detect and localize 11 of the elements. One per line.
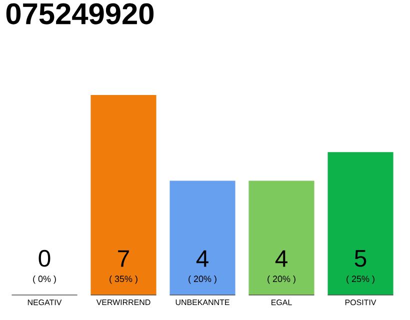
annotation: ( 25% ): [346, 275, 374, 284]
data-label: 0: [38, 250, 50, 267]
chart-title: 075249920: [6, 3, 154, 24]
annotation: ( 20% ): [268, 275, 296, 284]
annotation: ( 20% ): [188, 275, 216, 284]
data-label: 4: [196, 250, 208, 267]
data-label: 5: [354, 250, 366, 267]
annotation: ( 0% ): [33, 275, 56, 284]
data-label: 4: [275, 250, 288, 267]
data-label: 7: [118, 250, 129, 267]
annotation: ( 35% ): [110, 275, 138, 284]
